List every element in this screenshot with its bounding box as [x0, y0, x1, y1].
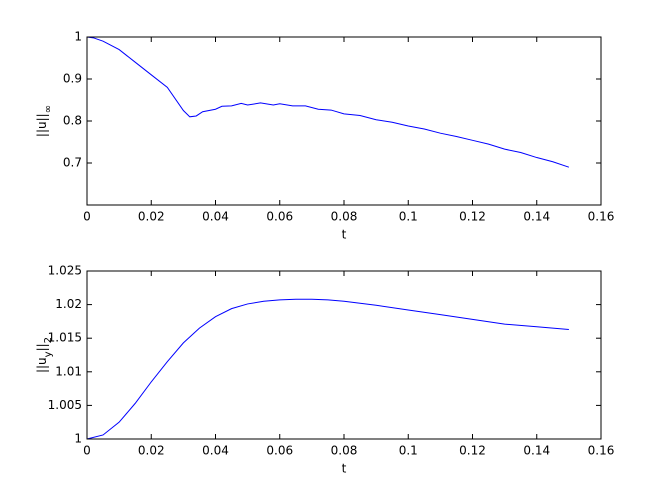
x-tick-label: 0.04 [202, 444, 229, 458]
y-axis-label: ||u||∞ [35, 105, 54, 137]
y-axis-label-part: || [35, 343, 49, 351]
x-tick-label: 0.16 [588, 210, 615, 224]
y-tick-label: 0.8 [63, 114, 82, 128]
y-tick-label: 1.005 [48, 398, 82, 412]
x-tick-label: 0.14 [523, 444, 550, 458]
y-tick-label: 1 [74, 30, 82, 44]
x-tick-label: 0 [83, 210, 91, 224]
y-axis-label-part: ||u [35, 357, 49, 373]
y-tick-label: 0.9 [63, 72, 82, 86]
y-tick-label: 1.02 [55, 297, 82, 311]
axes-background [87, 271, 601, 439]
axes: 0 0.02 0.04 0.06 0.08 0.1 0.12 0.14 0.16 0.7 0.8 0.… [35, 30, 615, 242]
y-axis-label-part: ∞ [43, 105, 54, 113]
x-tick-label: 0.08 [331, 210, 358, 224]
y-tick-label: 1.01 [55, 364, 82, 378]
x-tick-label: 0.06 [266, 444, 293, 458]
x-tick-label: 0.02 [138, 444, 165, 458]
x-axis-label: t [342, 462, 347, 476]
y-tick-label: 0.7 [63, 156, 82, 170]
x-tick-label: 0.08 [331, 444, 358, 458]
y-tick-label: 1.025 [48, 264, 82, 278]
x-tick-label: 0.12 [459, 210, 486, 224]
y-axis-label: ||uy||2 [35, 337, 54, 373]
data-line [86, 298, 569, 440]
x-axis-label: t [342, 228, 347, 242]
x-tick-label: 0.12 [459, 444, 486, 458]
axes-frame [86, 36, 602, 206]
x-tick-label: 0.1 [399, 444, 418, 458]
x-tick-label: 0.06 [266, 210, 293, 224]
data-line [86, 36, 570, 168]
x-tick-label: 0 [83, 444, 91, 458]
y-tick-label: 1 [74, 432, 82, 446]
axes-background [87, 37, 601, 205]
y-axis-label-part: y [43, 351, 54, 357]
axes: 0 0.02 0.04 0.06 0.08 0.1 0.12 0.14 0.16 1 1.005 1.… [35, 264, 615, 476]
y-axis-label-part: ||u|| [35, 113, 49, 137]
x-tick-label: 0.04 [202, 210, 229, 224]
x-tick-label: 0.02 [138, 210, 165, 224]
x-tick-label: 0.14 [523, 210, 550, 224]
y-tick-label: 1.015 [48, 331, 82, 345]
x-tick-label: 0.1 [399, 210, 418, 224]
x-tick-label: 0.16 [588, 444, 615, 458]
axes-frame [86, 270, 602, 440]
y-axis-label-part: 2 [43, 337, 54, 343]
